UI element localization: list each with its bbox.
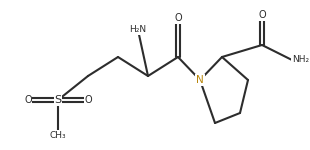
Text: CH₃: CH₃ [50, 130, 66, 140]
Text: NH₂: NH₂ [292, 56, 309, 64]
Text: H₂N: H₂N [130, 26, 147, 34]
Text: O: O [258, 10, 266, 20]
Text: N: N [196, 75, 204, 85]
Text: O: O [174, 13, 182, 23]
Text: O: O [84, 95, 92, 105]
Text: O: O [24, 95, 32, 105]
Text: S: S [55, 95, 62, 105]
